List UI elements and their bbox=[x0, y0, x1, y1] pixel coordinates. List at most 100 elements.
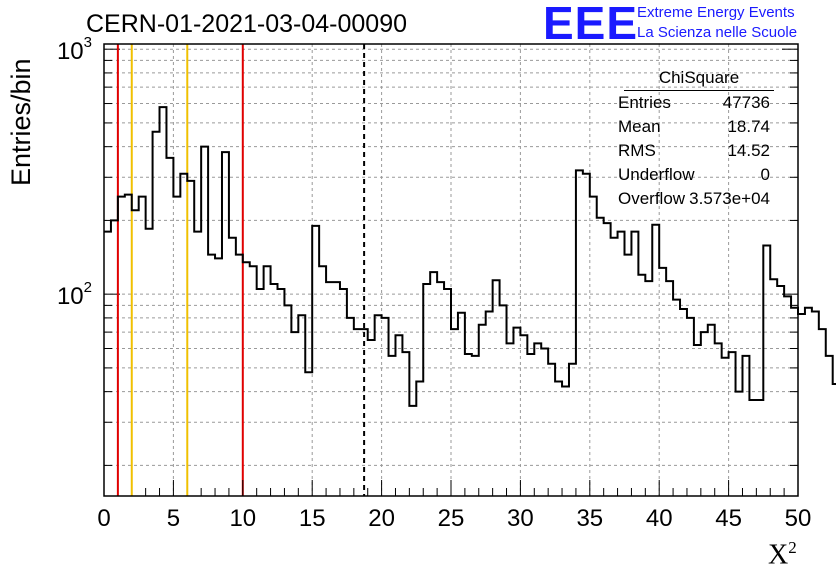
histogram-bin bbox=[708, 325, 715, 496]
histogram-bin bbox=[458, 313, 465, 496]
histogram-bin bbox=[742, 356, 749, 496]
histogram-bin bbox=[618, 232, 625, 496]
histogram-bin bbox=[798, 314, 805, 496]
x-tick-label: 15 bbox=[299, 505, 326, 532]
x-axis-label-base: X bbox=[768, 539, 789, 571]
histogram-bin bbox=[548, 364, 555, 496]
histogram-bin bbox=[631, 232, 638, 496]
histogram-bin bbox=[638, 275, 645, 496]
x-tick-label: 5 bbox=[167, 505, 180, 532]
histogram-bin bbox=[666, 281, 673, 496]
histogram-bin bbox=[604, 223, 611, 496]
histogram-bin bbox=[569, 364, 576, 496]
histogram-bin bbox=[347, 318, 354, 496]
histogram-bin bbox=[611, 238, 618, 496]
x-tick-label: 25 bbox=[438, 505, 465, 532]
histogram-bin bbox=[736, 392, 743, 496]
histogram-bin bbox=[118, 197, 125, 496]
histogram-bin bbox=[222, 152, 229, 496]
stats-row-underflow: Underflow 0 bbox=[612, 163, 778, 187]
y-axis-label: Entries/bin bbox=[6, 58, 36, 186]
x-axis-label: X2 bbox=[768, 538, 797, 571]
histogram-bin bbox=[312, 226, 319, 496]
histogram-bin bbox=[333, 282, 340, 496]
histogram-bin bbox=[812, 311, 819, 496]
x-tick-label: 50 bbox=[785, 505, 812, 532]
logo-line-2: La Scienza nelle Scuole bbox=[637, 24, 798, 41]
histogram-bin bbox=[819, 329, 826, 496]
histogram-bin bbox=[576, 170, 583, 496]
stats-row-entries: Entries 47736 bbox=[612, 91, 778, 115]
histogram-bin bbox=[659, 268, 666, 496]
histogram-bin bbox=[520, 335, 527, 496]
histogram-bin bbox=[132, 210, 139, 496]
stats-label: RMS bbox=[618, 141, 656, 160]
histogram-bin bbox=[486, 311, 493, 496]
histogram-bin bbox=[493, 280, 500, 496]
histogram-bin bbox=[305, 372, 312, 496]
histogram-bin bbox=[146, 229, 153, 496]
x-tick-label: 40 bbox=[646, 505, 673, 532]
stats-title: ChiSquare bbox=[624, 68, 774, 91]
stats-row-rms: RMS 14.52 bbox=[612, 139, 778, 163]
histogram-bar-layer bbox=[104, 106, 836, 496]
stats-box: ChiSquare Entries 47736 Mean 18.74 RMS 1… bbox=[612, 68, 778, 211]
histogram-bin bbox=[409, 406, 416, 496]
histogram-bin bbox=[173, 197, 180, 496]
histogram-bin bbox=[201, 147, 208, 496]
histogram-bin bbox=[555, 382, 562, 496]
histogram-bin bbox=[423, 284, 430, 496]
histogram-bin bbox=[153, 132, 160, 496]
run-title: CERN-01-2021-03-04-00090 bbox=[86, 10, 408, 38]
histogram-bin bbox=[111, 220, 118, 496]
histogram-bin bbox=[194, 232, 201, 496]
histogram-bin bbox=[382, 318, 389, 496]
histogram-bin bbox=[180, 174, 187, 496]
histogram-bin bbox=[507, 343, 514, 496]
histogram-bin bbox=[756, 400, 763, 496]
histogram-bin bbox=[791, 308, 798, 496]
stats-label: Mean bbox=[618, 117, 661, 136]
x-tick-label: 0 bbox=[97, 505, 110, 532]
histogram-bin bbox=[770, 279, 777, 496]
histogram-bin bbox=[375, 315, 382, 496]
histogram-bin bbox=[597, 218, 604, 496]
histogram-bin bbox=[715, 343, 722, 496]
histogram-bin bbox=[395, 335, 402, 496]
stats-row-overflow: Overflow 3.573e+04 bbox=[612, 187, 778, 211]
stats-value: 3.573e+04 bbox=[689, 189, 770, 208]
histogram-bin bbox=[139, 197, 146, 496]
histogram-bin bbox=[513, 328, 520, 496]
histogram-bin bbox=[687, 318, 694, 496]
eee-logo: EEE bbox=[543, 0, 639, 49]
histogram-bin bbox=[104, 232, 111, 496]
stats-value: 0 bbox=[760, 165, 770, 184]
histogram-bin bbox=[500, 305, 507, 496]
histogram-bin bbox=[402, 352, 409, 496]
histogram-bin bbox=[534, 343, 541, 496]
histogram-bin bbox=[749, 400, 756, 496]
histogram-bin bbox=[243, 262, 250, 496]
stats-label: Entries bbox=[618, 93, 671, 112]
x-tick-label: 20 bbox=[368, 505, 395, 532]
histogram-bin bbox=[451, 329, 458, 496]
histogram-bin bbox=[479, 325, 486, 496]
histogram-bin bbox=[590, 197, 597, 496]
histogram-bin bbox=[125, 195, 132, 496]
histogram-bin bbox=[319, 266, 326, 496]
histogram-bin bbox=[187, 181, 194, 496]
histogram-bin bbox=[437, 282, 444, 496]
stats-label: Underflow bbox=[618, 165, 695, 184]
histogram-bin bbox=[673, 300, 680, 496]
histogram-bin bbox=[166, 158, 173, 496]
histogram-bin bbox=[680, 309, 687, 496]
y-tick-label: 103 bbox=[57, 34, 92, 65]
histogram-bin bbox=[264, 266, 271, 496]
histogram-bin bbox=[326, 282, 333, 496]
histogram-outline bbox=[104, 106, 836, 407]
histogram-bin bbox=[291, 332, 298, 496]
histogram-bin bbox=[229, 238, 236, 496]
x-tick-label: 35 bbox=[576, 505, 603, 532]
histogram-bin bbox=[583, 174, 590, 496]
